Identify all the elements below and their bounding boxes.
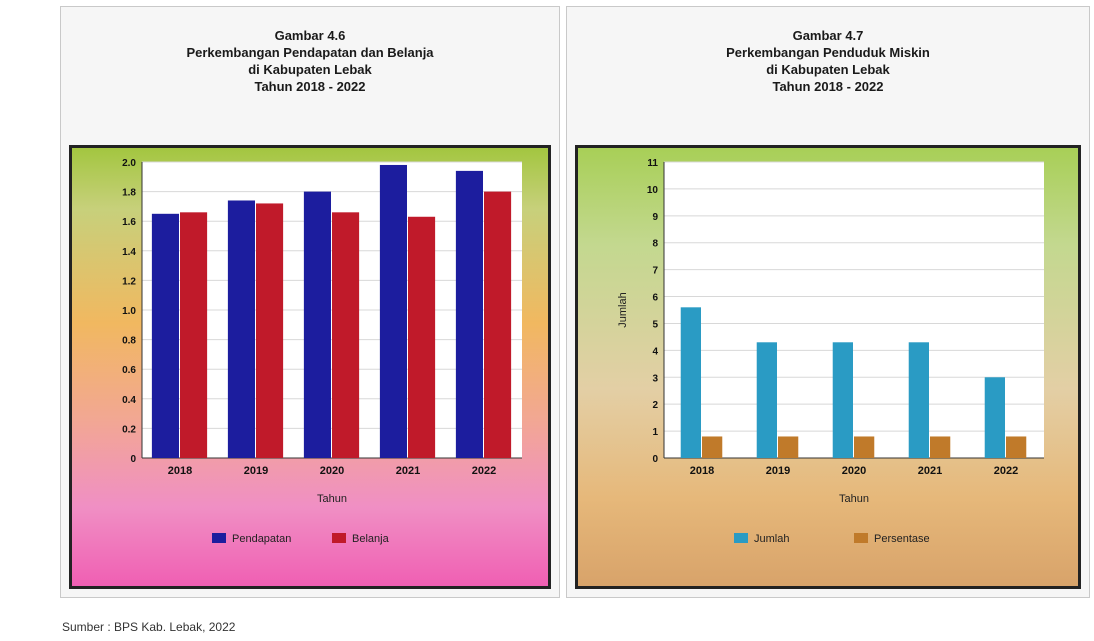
y-tick-label: 6 <box>652 293 658 304</box>
legend-label: Jumlah <box>754 533 789 545</box>
bar <box>702 436 723 458</box>
bar <box>756 342 777 458</box>
legend-swatch <box>734 533 748 543</box>
y-tick-label: 0 <box>130 454 136 465</box>
y-tick-label: 9 <box>652 212 658 223</box>
y-tick-label: 0.8 <box>122 336 136 347</box>
x-tick-label: 2020 <box>842 465 866 477</box>
bar <box>984 377 1005 458</box>
x-tick-label: 2018 <box>168 465 192 477</box>
x-tick-label: 2022 <box>994 465 1018 477</box>
caption-line: di Kabupaten Lebak <box>248 62 372 77</box>
bar <box>484 191 512 458</box>
bar-chart-left: 0 0.2 0.4 0.6 0.8 1.0 1.2 1.4 1.6 1.8 2.0 2018 2019 2… <box>122 158 522 545</box>
bar <box>303 191 331 458</box>
y-tick-label: 11 <box>647 158 658 169</box>
chart-panel-right: Gambar 4.7 Perkembangan Penduduk Miskin … <box>566 6 1090 598</box>
caption-line: Tahun 2018 - 2022 <box>254 79 366 94</box>
y-tick-label: 10 <box>647 185 659 196</box>
y-tick-label: 5 <box>652 319 658 330</box>
caption-line: di Kabupaten Lebak <box>766 62 890 77</box>
legend-label: Persentase <box>874 533 930 545</box>
legend-label: Belanja <box>352 533 390 545</box>
chart-caption-left: Gambar 4.6 Perkembangan Pendapatan dan B… <box>61 27 559 95</box>
source-note: Sumber : BPS Kab. Lebak, 2022 <box>62 620 236 634</box>
y-tick-label: 1.4 <box>122 247 136 258</box>
x-axis-label: Tahun <box>839 493 869 505</box>
y-tick-label: 1 <box>652 427 658 438</box>
x-tick-label: 2019 <box>244 465 268 477</box>
x-tick-label: 2022 <box>472 465 496 477</box>
chart-frame-right: 0 1 2 3 4 5 6 7 8 9 10 11 2018 2019 2020 2021 2022 Tahun J… <box>575 145 1081 589</box>
y-axis-label: Jumlah <box>617 292 629 327</box>
y-tick-label: 8 <box>652 239 658 250</box>
bar <box>778 436 799 458</box>
bar <box>908 342 929 458</box>
y-tick-label: 0 <box>652 454 658 465</box>
x-tick-label: 2020 <box>320 465 344 477</box>
bar-chart-right: 0 1 2 3 4 5 6 7 8 9 10 11 2018 2019 2020 2021 2022 Tahun J… <box>617 158 1044 545</box>
y-tick-label: 1.6 <box>122 217 136 228</box>
bar <box>227 200 255 459</box>
bar <box>379 164 407 458</box>
bar <box>180 212 208 458</box>
legend-swatch <box>332 533 346 543</box>
y-tick-label: 2.0 <box>122 158 136 169</box>
legend-swatch <box>212 533 226 543</box>
chart-caption-right: Gambar 4.7 Perkembangan Penduduk Miskin … <box>567 27 1089 95</box>
bar <box>1006 436 1027 458</box>
x-tick-label: 2021 <box>396 465 420 477</box>
x-tick-label: 2018 <box>690 465 714 477</box>
legend-swatch <box>854 533 868 543</box>
caption-line: Perkembangan Pendapatan dan Belanja <box>186 45 434 60</box>
y-tick-label: 3 <box>652 373 658 384</box>
x-tick-label: 2019 <box>766 465 790 477</box>
y-tick-label: 0.6 <box>122 365 136 376</box>
caption-line: Gambar 4.6 <box>274 28 346 43</box>
bar <box>408 216 436 458</box>
bar <box>256 203 284 458</box>
x-tick-label: 2021 <box>918 465 942 477</box>
y-tick-label: 2 <box>652 400 658 411</box>
y-tick-label: 1.0 <box>122 306 136 317</box>
y-tick-label: 0.4 <box>122 395 136 406</box>
bar <box>832 342 853 458</box>
plot-area <box>664 162 1044 458</box>
chart-frame-left: 0 0.2 0.4 0.6 0.8 1.0 1.2 1.4 1.6 1.8 2.0 2018 2019 2… <box>69 145 551 589</box>
bar <box>680 307 701 458</box>
x-axis-label: Tahun <box>317 493 347 505</box>
bar <box>332 212 360 458</box>
y-tick-label: 1.8 <box>122 188 136 199</box>
bar <box>854 436 875 458</box>
caption-line: Perkembangan Penduduk Miskin <box>726 45 930 60</box>
y-tick-label: 7 <box>652 266 658 277</box>
caption-line: Tahun 2018 - 2022 <box>772 79 884 94</box>
bar <box>455 170 483 458</box>
y-tick-label: 1.2 <box>122 276 136 287</box>
bar <box>930 436 951 458</box>
legend-label: Pendapatan <box>232 533 291 545</box>
y-tick-label: 4 <box>652 346 658 357</box>
y-tick-label: 0.2 <box>122 424 136 435</box>
caption-line: Gambar 4.7 <box>792 28 864 43</box>
chart-panel-left: Gambar 4.6 Perkembangan Pendapatan dan B… <box>60 6 560 598</box>
bar <box>151 213 179 458</box>
